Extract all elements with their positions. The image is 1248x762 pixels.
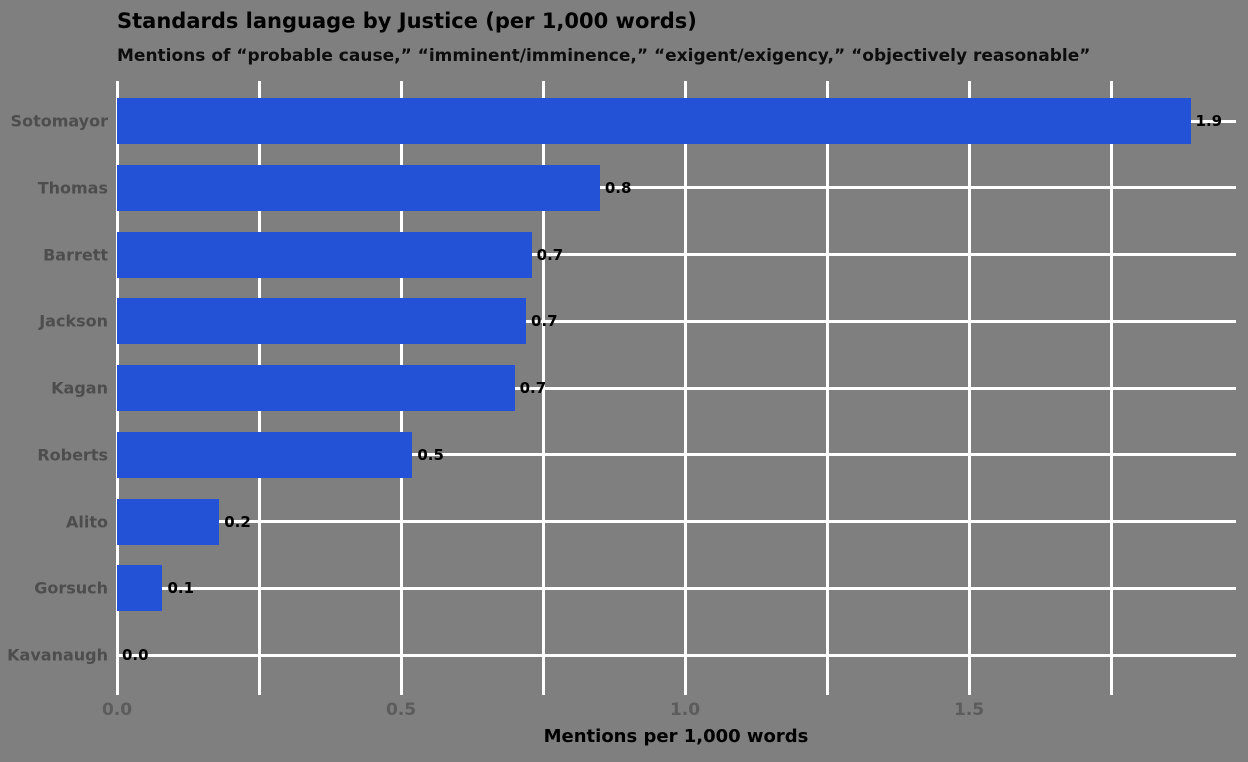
x-axis-label: Mentions per 1,000 words xyxy=(543,726,809,747)
horizontal-gridline xyxy=(115,453,1236,457)
bar-gorsuch xyxy=(117,565,163,612)
plot-area: 1.9 0.8 0.7 0.7 0.7 0.5 0.2 0.1 0.0 xyxy=(115,81,1236,695)
bar-value-label: 0.7 xyxy=(536,245,564,264)
y-tick-label-kagan: Kagan xyxy=(51,378,108,398)
chart-subtitle: Mentions of “probable cause,” “imminent/… xyxy=(117,46,1091,66)
bar-value-label: 0.2 xyxy=(224,512,251,531)
bar-thomas xyxy=(117,164,600,211)
y-tick-label-gorsuch: Gorsuch xyxy=(34,578,108,598)
horizontal-gridline xyxy=(115,253,1236,256)
x-tick-label-1.0: 1.0 xyxy=(669,700,701,720)
y-tick-label-thomas: Thomas xyxy=(37,178,108,198)
horizontal-gridline xyxy=(115,319,1236,323)
horizontal-gridline xyxy=(115,520,1236,523)
x-tick-label-0.5: 0.5 xyxy=(385,700,417,720)
bar-barrett xyxy=(117,231,532,278)
bar-roberts xyxy=(117,431,413,478)
bar-value-label: 0.7 xyxy=(519,379,547,397)
y-tick-label-roberts: Roberts xyxy=(37,445,108,465)
horizontal-gridline xyxy=(115,653,1236,657)
bar-value-label: 0.8 xyxy=(604,178,632,197)
bar-sotomayor xyxy=(117,98,1191,144)
horizontal-gridline xyxy=(115,386,1236,390)
bar-alito xyxy=(117,498,220,545)
x-tick-label-1.5: 1.5 xyxy=(953,700,985,720)
bar-value-label: 0.7 xyxy=(530,312,558,331)
bar-value-label: 0.1 xyxy=(167,579,195,598)
y-tick-label-barrett: Barrett xyxy=(43,245,108,264)
y-tick-label-alito: Alito xyxy=(66,512,108,531)
bar-value-label: 0.5 xyxy=(417,445,444,464)
x-tick-label-0.0: 0.0 xyxy=(101,700,133,720)
y-tick-label-sotomayor: Sotomayor xyxy=(10,111,108,131)
bar-kagan xyxy=(117,365,515,411)
y-tick-label-kavanaugh: Kavanaugh xyxy=(7,645,108,665)
horizontal-gridline xyxy=(115,186,1236,190)
bar-jackson xyxy=(117,298,526,345)
bar-value-label: 1.9 xyxy=(1195,112,1223,130)
horizontal-gridline xyxy=(115,586,1236,590)
chart-title: Standards language by Justice (per 1,000… xyxy=(117,9,697,33)
bar-value-label: 0.0 xyxy=(122,646,149,664)
y-tick-label-jackson: Jackson xyxy=(39,311,108,331)
